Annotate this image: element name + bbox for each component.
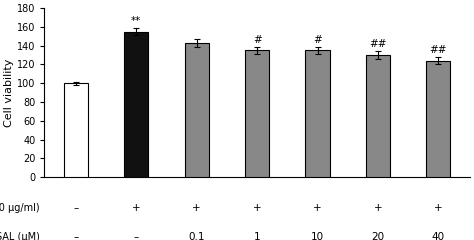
Text: –: – [73,232,79,240]
Text: +: + [253,203,262,213]
Bar [305,50,329,177]
Text: SAL (μM): SAL (μM) [0,232,40,240]
Bar [366,55,390,177]
Text: ##: ## [369,39,387,49]
Text: +: + [374,203,383,213]
Text: 0.1: 0.1 [189,232,205,240]
Text: 10: 10 [311,232,324,240]
Text: –: – [73,203,79,213]
Y-axis label: Cell viability: Cell viability [4,58,14,127]
Text: +: + [313,203,322,213]
Bar [185,43,209,177]
Text: 20: 20 [372,232,384,240]
Text: 1: 1 [254,232,261,240]
Bar [426,61,450,177]
Bar [124,32,148,177]
Text: +: + [132,203,141,213]
Text: ##: ## [429,45,447,55]
Bar [64,83,88,177]
Text: **: ** [131,16,141,26]
Text: –: – [134,232,139,240]
Bar [245,50,269,177]
Text: +: + [192,203,201,213]
Text: 40: 40 [432,232,445,240]
Text: LPS (10 μg/ml): LPS (10 μg/ml) [0,203,40,213]
Text: #: # [313,35,322,45]
Text: #: # [253,35,262,45]
Text: +: + [434,203,443,213]
